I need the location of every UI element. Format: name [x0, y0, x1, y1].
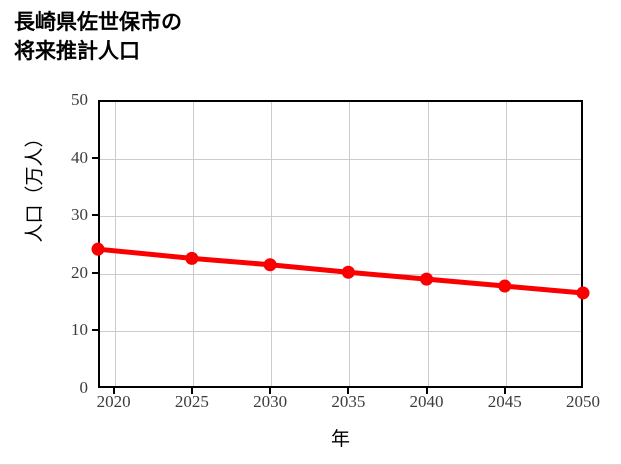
y-axis-tick-label: 30 [71, 205, 88, 225]
gridline-vertical [427, 102, 429, 386]
gridline-horizontal [100, 216, 581, 218]
y-axis-tick-label: 20 [71, 262, 88, 282]
y-axis-tick-label: 40 [71, 147, 88, 167]
x-axis-tick-label: 2040 [409, 392, 444, 411]
y-axis-tick-label: 0 [79, 378, 89, 397]
y-axis-tick-mark [92, 329, 98, 332]
y-axis-tick-label: 50 [71, 90, 88, 109]
x-axis-tick-label: 2020 [96, 392, 131, 411]
gridline-horizontal [100, 273, 581, 275]
x-axis-tick-mark [190, 388, 193, 394]
gridline-horizontal [100, 158, 581, 160]
x-axis-tick-label: 2030 [253, 392, 288, 411]
x-axis-title: 年 [330, 428, 350, 450]
gridline-vertical [192, 102, 194, 386]
gridline-vertical [505, 102, 507, 386]
x-axis-tick-mark [503, 388, 506, 394]
y-axis-tick-label: 10 [71, 320, 88, 340]
y-axis-tick-mark [92, 214, 98, 217]
x-axis-tick-mark [347, 388, 350, 394]
y-axis-tick-mark [92, 156, 98, 159]
x-axis-tick-mark [112, 388, 115, 394]
x-axis-tick-label: 2050 [566, 392, 600, 411]
y-axis-tick-mark [92, 271, 98, 274]
y-axis-title: 人口（万人） [23, 128, 46, 243]
gridline-vertical [349, 102, 351, 386]
chart-title: 長崎県佐世保市の 将来推計人口 [14, 10, 182, 63]
x-axis-tick-label: 2045 [487, 392, 522, 411]
gridline-horizontal [100, 331, 581, 333]
gridline-vertical [271, 102, 273, 386]
x-axis-tick-label: 2035 [331, 392, 366, 411]
plot-area [98, 100, 583, 388]
x-axis-tick-mark [269, 388, 272, 394]
gridline-vertical [114, 102, 116, 386]
x-axis-tick-mark [425, 388, 428, 394]
x-axis-tick-label: 2025 [174, 392, 209, 411]
